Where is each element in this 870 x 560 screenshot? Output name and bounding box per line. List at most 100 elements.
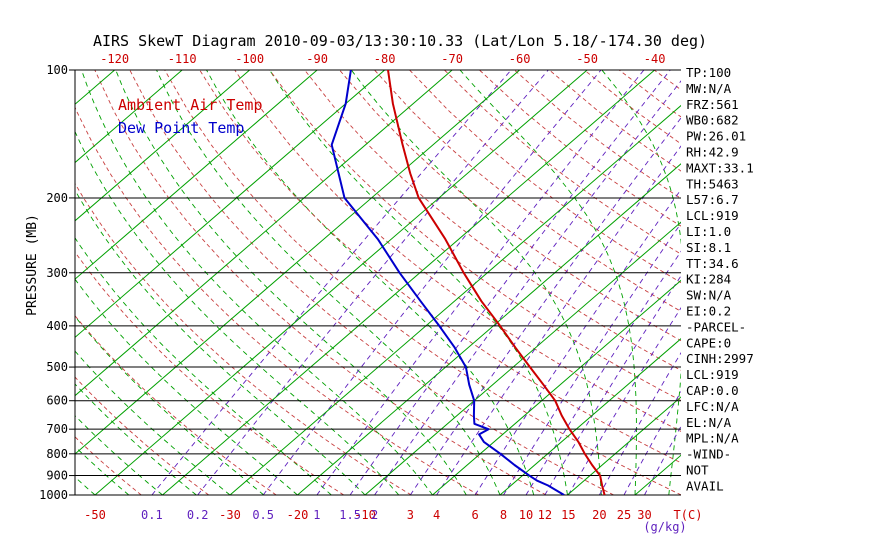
stat-line: -WIND- [686,447,731,462]
isotherm-line [75,70,385,339]
air-temp-curve [387,70,606,495]
stat-line: L57:6.7 [686,192,739,207]
stat-line: LCL:919 [686,208,739,223]
pressure-tick-label: 500 [46,360,68,374]
mixing-ratio-tick-label: 0.1 [141,508,163,522]
mixing-ratio-line [599,352,681,495]
dry-adiabat-line [199,70,681,464]
stat-line: TH:5463 [686,176,739,191]
bottom-temp-tick-label: -10 [354,508,376,522]
background-grids [0,70,681,495]
stat-line: SI:8.1 [686,240,731,255]
mixing-ratio-tick-label: 15 [561,508,575,522]
top-temp-tick-label: -50 [576,52,598,66]
moist-adiabat-line [75,278,298,495]
moist-adiabat-line [0,70,28,495]
temp-unit-label: T(C) [674,508,703,522]
mixing-ratio-tick-label: 0.2 [187,508,209,522]
stat-line: CAPE:0 [686,335,731,350]
axis-labels: 100 200 300 400 500 600 700 800 900 1000 -120 -110 -… [39,52,754,522]
stat-line: CAP:0.0 [686,383,739,398]
mixing-ratio-tick-label: 8 [500,508,507,522]
mixing-unit-label: (g/kg) [643,520,686,534]
mixing-ratio-tick-label: 20 [592,508,606,522]
isotherm-line [75,70,250,222]
mixing-ratio-line [503,222,681,495]
pressure-tick-label: 700 [46,422,68,436]
moist-adiabat-line [75,350,231,495]
mixing-ratio-line [474,188,681,495]
isotherm-line [75,70,183,164]
mixing-ratio-tick-label: 4 [433,508,440,522]
moist-adiabat-line [75,415,163,495]
stat-line: EI:0.2 [686,304,731,319]
mixing-ratio-line [151,70,512,495]
mixing-ratio-line [349,70,671,495]
dry-adiabat-line [444,70,681,255]
moist-adiabat-line [156,70,501,495]
mixing-ratio-tick-label: 6 [472,508,479,522]
pressure-axis-title: PRESSURE (MB) [25,214,40,316]
mixing-ratio-tick-label: 0.5 [252,508,274,522]
dry-adiabat-line [75,376,209,495]
mixing-ratio-line [316,70,645,495]
stat-line: PW:26.01 [686,129,746,144]
mixing-ratio-line [525,250,681,495]
stat-line: MAXT:33.1 [686,160,754,175]
isotherm-line [567,396,681,495]
mixing-ratio-tick-label: 12 [538,508,552,522]
mixing-ratio-line [409,117,681,495]
moist-adiabat-line [269,70,568,495]
moist-adiabat-line [459,70,637,495]
sounding-curves [330,70,606,495]
pressure-tick-label: 800 [46,447,68,461]
pressure-tick-label: 1000 [39,488,68,502]
dry-adiabat-line [94,70,547,495]
pressure-tick-label: 300 [46,266,68,280]
dry-adiabat-line [75,315,277,495]
bottom-temp-tick-label: -20 [287,508,309,522]
mixing-ratio-line [544,275,681,495]
isotherm-line [75,70,520,455]
isotherm-line [297,163,681,495]
top-temp-tick-label: -70 [441,52,463,66]
stat-line: -PARCEL- [686,319,746,334]
top-temp-tick-label: -120 [100,52,129,66]
legend-air-temp-label: Ambient Air Temp [118,96,263,114]
stat-line: FRZ:561 [686,97,739,112]
stat-line: TP:100 [686,65,731,80]
stat-line: NOT [686,463,709,478]
top-temp-tick-label: -110 [168,52,197,66]
stat-line: EL:N/A [686,415,732,430]
isotherm-line [432,279,681,495]
mixing-ratio-line [374,80,681,495]
moist-adiabat-line [81,70,433,495]
stat-line: TT:34.6 [686,256,739,271]
moist-adiabat-line [75,315,265,495]
mixing-ratio-tick-label: 1.5 [339,508,361,522]
stat-line: RH:42.9 [686,145,739,160]
chart-title: AIRS SkewT Diagram 2010-09-03/13:30:10.3… [93,32,707,50]
isotherm-line [499,338,681,495]
stat-line: WB0:682 [686,113,739,128]
dry-adiabat-line [304,70,681,371]
mixing-ratio-line [567,307,681,495]
moist-adiabat-line [350,70,602,495]
dry-adiabat-line [75,106,479,495]
stat-line: MPL:N/A [686,431,739,446]
isotherm-line [229,104,681,495]
dry-adiabat-line [129,70,614,495]
stat-line: LCL:919 [686,367,739,382]
moist-adiabat-line [75,237,332,495]
isotherm-line [162,70,655,495]
pressure-tick-label: 400 [46,319,68,333]
moist-adiabat-line [75,189,366,495]
mixing-ratio-tick-label: 2 [371,508,378,522]
mixing-ratio-line [623,390,681,495]
moist-adiabat-line [75,445,130,495]
stat-line: LFC:N/A [686,399,739,414]
mixing-ratio-line [262,70,602,495]
moist-adiabat-line [206,70,535,495]
